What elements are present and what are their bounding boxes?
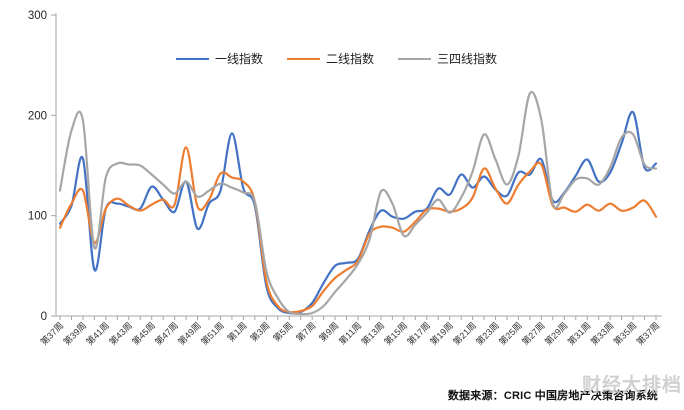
y-tick-label: 300 <box>28 10 47 22</box>
x-tick-label: 第49周 <box>175 320 203 348</box>
x-tick-label: 第41周 <box>84 320 112 348</box>
x-tick-label: 第21周 <box>450 320 478 348</box>
x-tick-label: 第17周 <box>405 320 433 348</box>
x-tick-label: 第29周 <box>542 320 570 348</box>
x-tick-label: 第15周 <box>382 320 410 348</box>
y-tick-label: 100 <box>28 211 47 223</box>
x-tick-label: 第43周 <box>107 320 135 348</box>
x-tick-label: 第37周 <box>38 320 66 348</box>
series-line-二线指数 <box>58 146 658 314</box>
legend-label-tier1: 一线指数 <box>215 52 264 66</box>
tier1-line-swatch <box>176 57 209 60</box>
legend-item-tier2: 二线指数 <box>287 50 374 67</box>
x-tick-label: 第3周 <box>248 320 272 344</box>
x-tick-label: 第27周 <box>519 320 547 348</box>
x-tick-label: 第51周 <box>198 320 226 348</box>
x-tick-label: 第5周 <box>271 320 295 344</box>
legend-label-tier2: 二线指数 <box>326 52 375 66</box>
legend-label-tier34: 三四线指数 <box>437 52 498 66</box>
x-tick-label: 第39周 <box>61 320 89 348</box>
x-tick-label: 第11周 <box>336 320 363 347</box>
x-tick-label: 第35周 <box>611 320 639 348</box>
series-line-一线指数 <box>58 110 658 315</box>
x-tick-label: 第45周 <box>130 320 158 348</box>
x-tick-label: 第19周 <box>428 320 456 348</box>
y-tick-label: 0 <box>41 311 47 323</box>
x-tick-label: 第31周 <box>565 320 593 348</box>
tier2-line-swatch <box>287 57 321 60</box>
x-tick-label: 第1周 <box>225 320 249 344</box>
x-tick-label: 第23周 <box>473 320 501 348</box>
x-tick-label: 第13周 <box>359 320 387 348</box>
legend-item-tier34: 三四线指数 <box>398 50 497 67</box>
x-tick-label: 第47周 <box>152 320 180 348</box>
tier34-line-swatch <box>398 57 432 60</box>
series-line-三四线指数 <box>58 90 658 316</box>
x-tick-label: 第37周 <box>634 320 662 348</box>
x-tick-label: 第25周 <box>496 320 524 348</box>
x-tick-label: 第7周 <box>294 320 318 344</box>
data-source-note: 数据来源：CRIC 中国房地产决策咨询系统 <box>447 390 658 402</box>
x-tick-label: 第33周 <box>588 320 616 348</box>
y-tick-label: 200 <box>28 110 47 122</box>
legend-item-tier1: 一线指数 <box>176 50 263 67</box>
chart-legend: 一线指数 二线指数 三四线指数 <box>176 50 497 67</box>
